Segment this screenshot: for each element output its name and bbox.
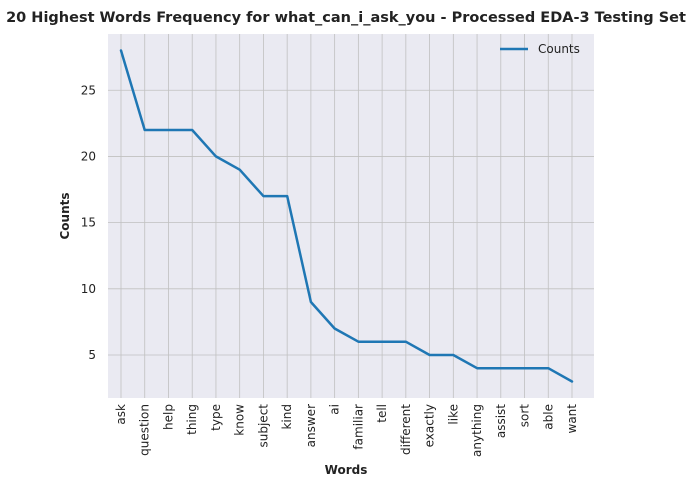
x-tick-label: assist	[494, 404, 508, 438]
series-line	[119, 49, 574, 383]
legend-entry-label: Counts	[538, 42, 580, 56]
x-axis-label: Words	[325, 463, 368, 477]
x-tick-label: ai	[328, 404, 342, 415]
x-tick-label: sort	[518, 404, 532, 428]
x-tick-label: tell	[375, 404, 389, 423]
x-tick-label: thing	[185, 404, 199, 435]
y-tick-label: 15	[81, 216, 96, 230]
x-tick-label: exactly	[423, 404, 437, 447]
y-tick-label: 20	[81, 149, 96, 163]
x-tick-label: know	[233, 404, 247, 436]
y-tick-label: 10	[81, 282, 96, 296]
x-ticks: ask question help thing type know subject kind a…	[114, 404, 579, 457]
x-tick-label: kind	[280, 404, 294, 430]
x-tick-label: subject	[256, 404, 270, 448]
y-ticks: 5 10 15 20 25	[81, 83, 96, 362]
series-lines	[119, 49, 574, 383]
x-tick-label: able	[541, 404, 555, 430]
x-tick-label: type	[209, 404, 223, 431]
x-tick-label: familiar	[351, 404, 365, 450]
x-tick-label: different	[399, 404, 413, 455]
x-tick-label: anything	[470, 404, 484, 457]
plot-area	[108, 34, 594, 398]
y-tick-label: 5	[88, 348, 96, 362]
x-tick-label: help	[161, 404, 175, 430]
x-tick-label: ask	[114, 404, 128, 425]
x-tick-label: want	[565, 404, 579, 434]
legend: Counts	[500, 42, 580, 56]
x-tick-label: question	[138, 404, 152, 456]
y-tick-label: 25	[81, 83, 96, 97]
y-axis-label: Counts	[58, 192, 72, 239]
gridlines	[108, 34, 594, 398]
chart-title: 20 Highest Words Frequency for what_can_…	[6, 10, 686, 26]
x-tick-label: answer	[304, 404, 318, 447]
x-tick-label: like	[446, 404, 460, 425]
